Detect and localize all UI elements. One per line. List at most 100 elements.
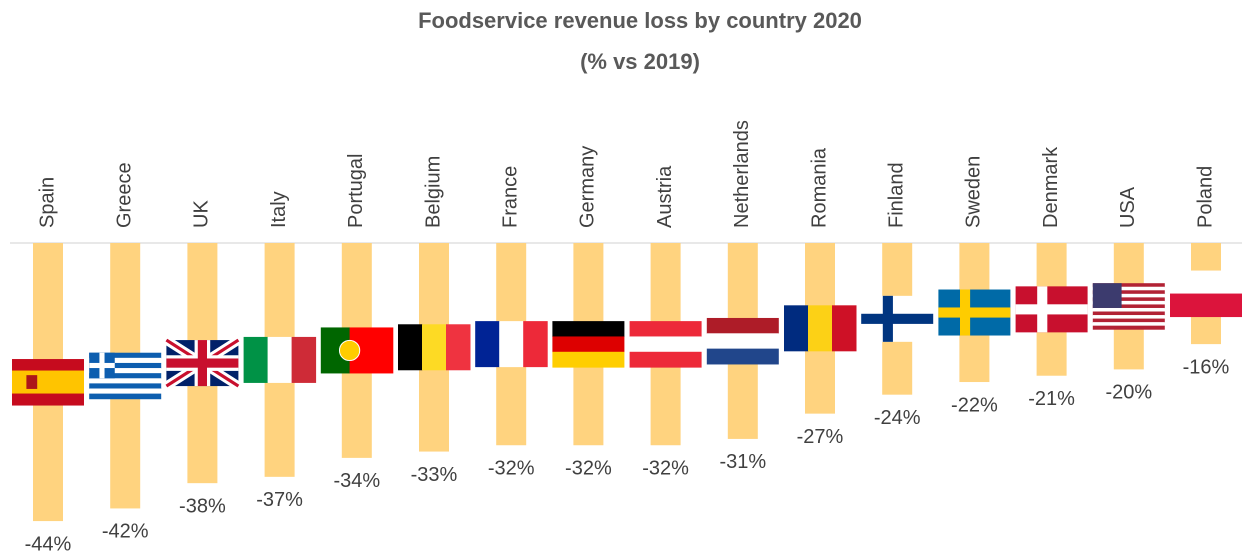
- category-label: Austria: [654, 165, 676, 228]
- flag-part: [1092, 300, 1165, 305]
- value-label: -32%: [488, 458, 535, 480]
- flag-part: [1092, 297, 1165, 302]
- flag-part: [12, 370, 84, 395]
- flag-part: [784, 305, 809, 352]
- flag-part: [1092, 315, 1165, 320]
- value-label: -32%: [565, 458, 612, 480]
- flag-part: [706, 317, 779, 334]
- value-label: -38%: [179, 495, 226, 517]
- value-label: -22%: [951, 394, 998, 416]
- flag-part: [398, 324, 423, 371]
- flag: [552, 321, 625, 368]
- flag-part: [1092, 311, 1165, 316]
- flag-part: [89, 373, 162, 379]
- flag-part: [1092, 322, 1165, 327]
- category-label: Finland: [885, 162, 907, 228]
- flag-part: [552, 336, 625, 353]
- flag-part: [1092, 318, 1165, 323]
- category-label: USA: [1117, 186, 1139, 228]
- value-label: -16%: [1183, 356, 1230, 378]
- flag-part: [1092, 307, 1165, 313]
- flag-part: [1092, 304, 1165, 309]
- category-label: Germany: [577, 146, 599, 228]
- flag-part: [1015, 304, 1088, 315]
- flag-part: [499, 321, 524, 368]
- chart-title: Foodservice revenue loss by country 2020: [418, 8, 862, 33]
- flag-part: [89, 362, 162, 369]
- flag-part: [1092, 325, 1165, 330]
- flag-part: [446, 324, 471, 371]
- flag-part: [706, 348, 779, 365]
- category-label: Netherlands: [731, 120, 753, 228]
- flag-part: [166, 358, 239, 368]
- flag-part: [629, 351, 702, 368]
- value-label: -21%: [1028, 388, 1075, 410]
- flag-part: [89, 368, 162, 374]
- flag: [243, 336, 317, 383]
- value-label: -20%: [1105, 382, 1152, 404]
- flag: [784, 305, 857, 352]
- flag-part: [291, 336, 317, 383]
- category-label: Spain: [36, 177, 58, 228]
- category-label: Romania: [808, 147, 830, 228]
- category-label: Portugal: [345, 154, 367, 229]
- flag: [1170, 270, 1242, 318]
- flag-part: [89, 378, 162, 384]
- flag-part: [629, 321, 702, 337]
- chart-subtitle: (% vs 2019): [580, 49, 700, 74]
- flag-part: [475, 321, 500, 368]
- value-label: -31%: [719, 451, 766, 473]
- flag-part: [1092, 286, 1165, 291]
- flag-part: [523, 321, 548, 368]
- flag: [706, 317, 779, 365]
- flag-part: [26, 375, 38, 389]
- flag: [629, 321, 702, 368]
- flag: [398, 324, 471, 371]
- flag-part: [267, 336, 293, 383]
- flag: [89, 352, 162, 400]
- flag-part: [1092, 290, 1165, 295]
- flag-part: [89, 393, 162, 400]
- flag-part: [938, 307, 1011, 318]
- flag-part: [89, 352, 162, 359]
- flag-part: [861, 313, 934, 324]
- flag-part: [12, 359, 84, 372]
- flag: [1092, 283, 1165, 330]
- flag: [320, 327, 394, 374]
- flag: [475, 321, 548, 368]
- flag-part: [1092, 283, 1165, 288]
- flag: [1015, 286, 1088, 333]
- value-label: -32%: [642, 458, 689, 480]
- category-label: Belgium: [422, 156, 444, 228]
- category-label: Greece: [113, 162, 135, 228]
- flag-part: [1092, 293, 1165, 298]
- flag-part: [832, 305, 857, 352]
- category-label: Denmark: [1040, 146, 1062, 228]
- value-label: -33%: [411, 464, 458, 486]
- value-label: -34%: [333, 470, 380, 492]
- flag-part: [1170, 293, 1242, 318]
- flag-part: [1170, 270, 1242, 295]
- flag-part: [89, 362, 115, 369]
- value-label: -24%: [874, 407, 921, 429]
- flag-part: [552, 321, 625, 337]
- flag-part: [338, 339, 361, 362]
- category-label: Italy: [268, 191, 290, 228]
- flag-part: [808, 305, 833, 352]
- category-label: Poland: [1194, 166, 1216, 228]
- flag-part: [1092, 283, 1122, 308]
- flag-part: [706, 333, 779, 350]
- value-label: -37%: [256, 489, 303, 511]
- category-label: UK: [191, 200, 213, 228]
- value-label: -44%: [25, 533, 72, 555]
- flag-part: [12, 393, 84, 406]
- value-label: -42%: [102, 521, 149, 543]
- flag-part: [89, 383, 162, 389]
- flag-part: [552, 351, 625, 368]
- category-label: France: [499, 166, 521, 228]
- category-label: Sweden: [963, 156, 985, 228]
- flag-part: [89, 388, 162, 395]
- value-label: -27%: [797, 426, 844, 448]
- flag: [163, 336, 241, 390]
